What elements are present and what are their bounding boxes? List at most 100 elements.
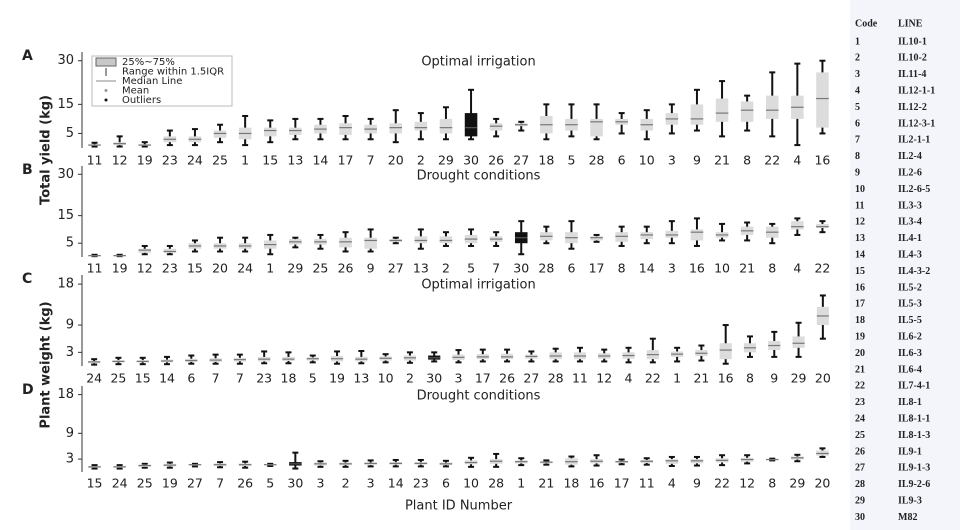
x-tick-label: 20 xyxy=(388,153,404,168)
x-tick-label: 8 xyxy=(618,261,626,276)
x-tick-label: 30 xyxy=(463,153,479,168)
x-tick-label: 18 xyxy=(538,153,554,168)
table-line: IL12-3-1 xyxy=(898,118,935,129)
x-tick-label: 21 xyxy=(538,476,554,491)
box xyxy=(213,130,227,138)
table-code: 7 xyxy=(855,135,860,146)
box xyxy=(163,248,177,253)
panel-label: C xyxy=(22,271,32,287)
table-line: IL4-3 xyxy=(898,249,922,260)
table-line: IL2-6 xyxy=(898,167,922,178)
y-tick-label: 30 xyxy=(57,167,74,182)
legend-symbol xyxy=(104,98,108,102)
x-tick-label: 27 xyxy=(513,153,529,168)
box xyxy=(389,123,403,134)
y-axis-title: Plant weight (kg) xyxy=(39,301,54,428)
table-code: 8 xyxy=(855,151,860,162)
x-tick-label: 28 xyxy=(589,153,605,168)
table-code: 25 xyxy=(855,430,865,441)
x-tick-label: 28 xyxy=(488,476,504,491)
x-tick-label: 17 xyxy=(614,476,630,491)
table-line: IL12-1-1 xyxy=(898,85,935,96)
x-tick-label: 29 xyxy=(791,371,807,386)
box xyxy=(665,230,679,238)
x-tick-label: 26 xyxy=(338,261,354,276)
table-code: 15 xyxy=(855,266,865,277)
table-line: IL6-3 xyxy=(898,348,922,359)
x-tick-label: 3 xyxy=(455,371,463,386)
x-tick-label: 30 xyxy=(513,261,529,276)
x-tick-label: 5 xyxy=(467,261,475,276)
x-axis-title: Plant ID Number xyxy=(405,499,513,514)
x-tick-label: 27 xyxy=(187,476,203,491)
table-line: IL9-1 xyxy=(898,446,922,457)
x-tick-label: 4 xyxy=(625,371,633,386)
x-tick-label: 22 xyxy=(714,476,730,491)
x-tick-label: 12 xyxy=(137,261,153,276)
table-code: 13 xyxy=(855,233,865,244)
table-line: IL11-4 xyxy=(898,69,926,80)
x-tick-label: 22 xyxy=(764,153,780,168)
box xyxy=(765,95,779,119)
table-line: IL3-3 xyxy=(898,200,922,211)
x-tick-label: 16 xyxy=(589,476,605,491)
x-tick-label: 25 xyxy=(110,371,126,386)
table-line: IL10-2 xyxy=(898,53,927,64)
table-line: IL4-3-2 xyxy=(898,266,930,277)
y-tick-label: 9 xyxy=(66,318,74,333)
x-tick-label: 15 xyxy=(187,261,203,276)
box xyxy=(263,127,277,137)
box xyxy=(590,236,603,241)
box xyxy=(414,236,428,244)
box xyxy=(740,101,754,122)
x-tick-label: 20 xyxy=(814,476,830,491)
x-tick-label: 1 xyxy=(241,153,249,168)
x-tick-label: 22 xyxy=(645,371,661,386)
x-tick-label: 14 xyxy=(159,371,175,386)
x-tick-label: 5 xyxy=(266,476,274,491)
x-tick-label: 1 xyxy=(266,261,274,276)
x-tick-label: 18 xyxy=(281,371,297,386)
x-tick-label: 7 xyxy=(216,476,224,491)
table-code: 3 xyxy=(855,69,860,80)
x-tick-label: 20 xyxy=(212,261,228,276)
x-tick-label: 2 xyxy=(417,153,425,168)
y-tick-label: 9 xyxy=(66,426,74,441)
x-tick-label: 5 xyxy=(309,371,317,386)
x-tick-label: 29 xyxy=(789,476,805,491)
x-tick-label: 9 xyxy=(693,153,701,168)
table-line: IL9-3 xyxy=(898,495,922,506)
panel-title: Optimal irrigation xyxy=(421,55,535,70)
x-tick-label: 6 xyxy=(442,476,450,491)
box xyxy=(640,232,654,240)
legend-label: Median Line xyxy=(122,76,182,87)
legend-swatch xyxy=(95,57,117,67)
x-tick-label: 14 xyxy=(639,261,655,276)
x-tick-label: 3 xyxy=(316,476,324,491)
box xyxy=(138,248,152,253)
table-code: 10 xyxy=(855,184,865,195)
x-tick-label: 20 xyxy=(815,371,831,386)
legend-label: Outliers xyxy=(122,95,161,106)
table-code: 18 xyxy=(855,315,865,326)
table-code: 30 xyxy=(855,512,865,523)
table-line: IL8-1-3 xyxy=(898,430,930,441)
table-line: IL4-1 xyxy=(898,233,922,244)
box xyxy=(690,229,704,241)
y-axis-title: Total yield (kg) xyxy=(39,95,54,205)
x-tick-label: 8 xyxy=(743,153,751,168)
x-tick-label: 21 xyxy=(714,153,730,168)
table-code: 12 xyxy=(855,217,865,228)
x-tick-label: 15 xyxy=(87,476,103,491)
y-tick-label: 3 xyxy=(66,452,74,467)
panel-label: B xyxy=(22,162,33,178)
panel-title: Optimal irrigation xyxy=(421,278,535,293)
x-tick-label: 12 xyxy=(112,153,128,168)
x-tick-label: 18 xyxy=(563,476,579,491)
table-code: 29 xyxy=(855,495,865,506)
box xyxy=(439,118,453,134)
box xyxy=(816,72,829,128)
table-line: IL2-6-5 xyxy=(898,184,930,195)
x-tick-label: 7 xyxy=(367,153,375,168)
x-tick-label: 16 xyxy=(718,371,734,386)
